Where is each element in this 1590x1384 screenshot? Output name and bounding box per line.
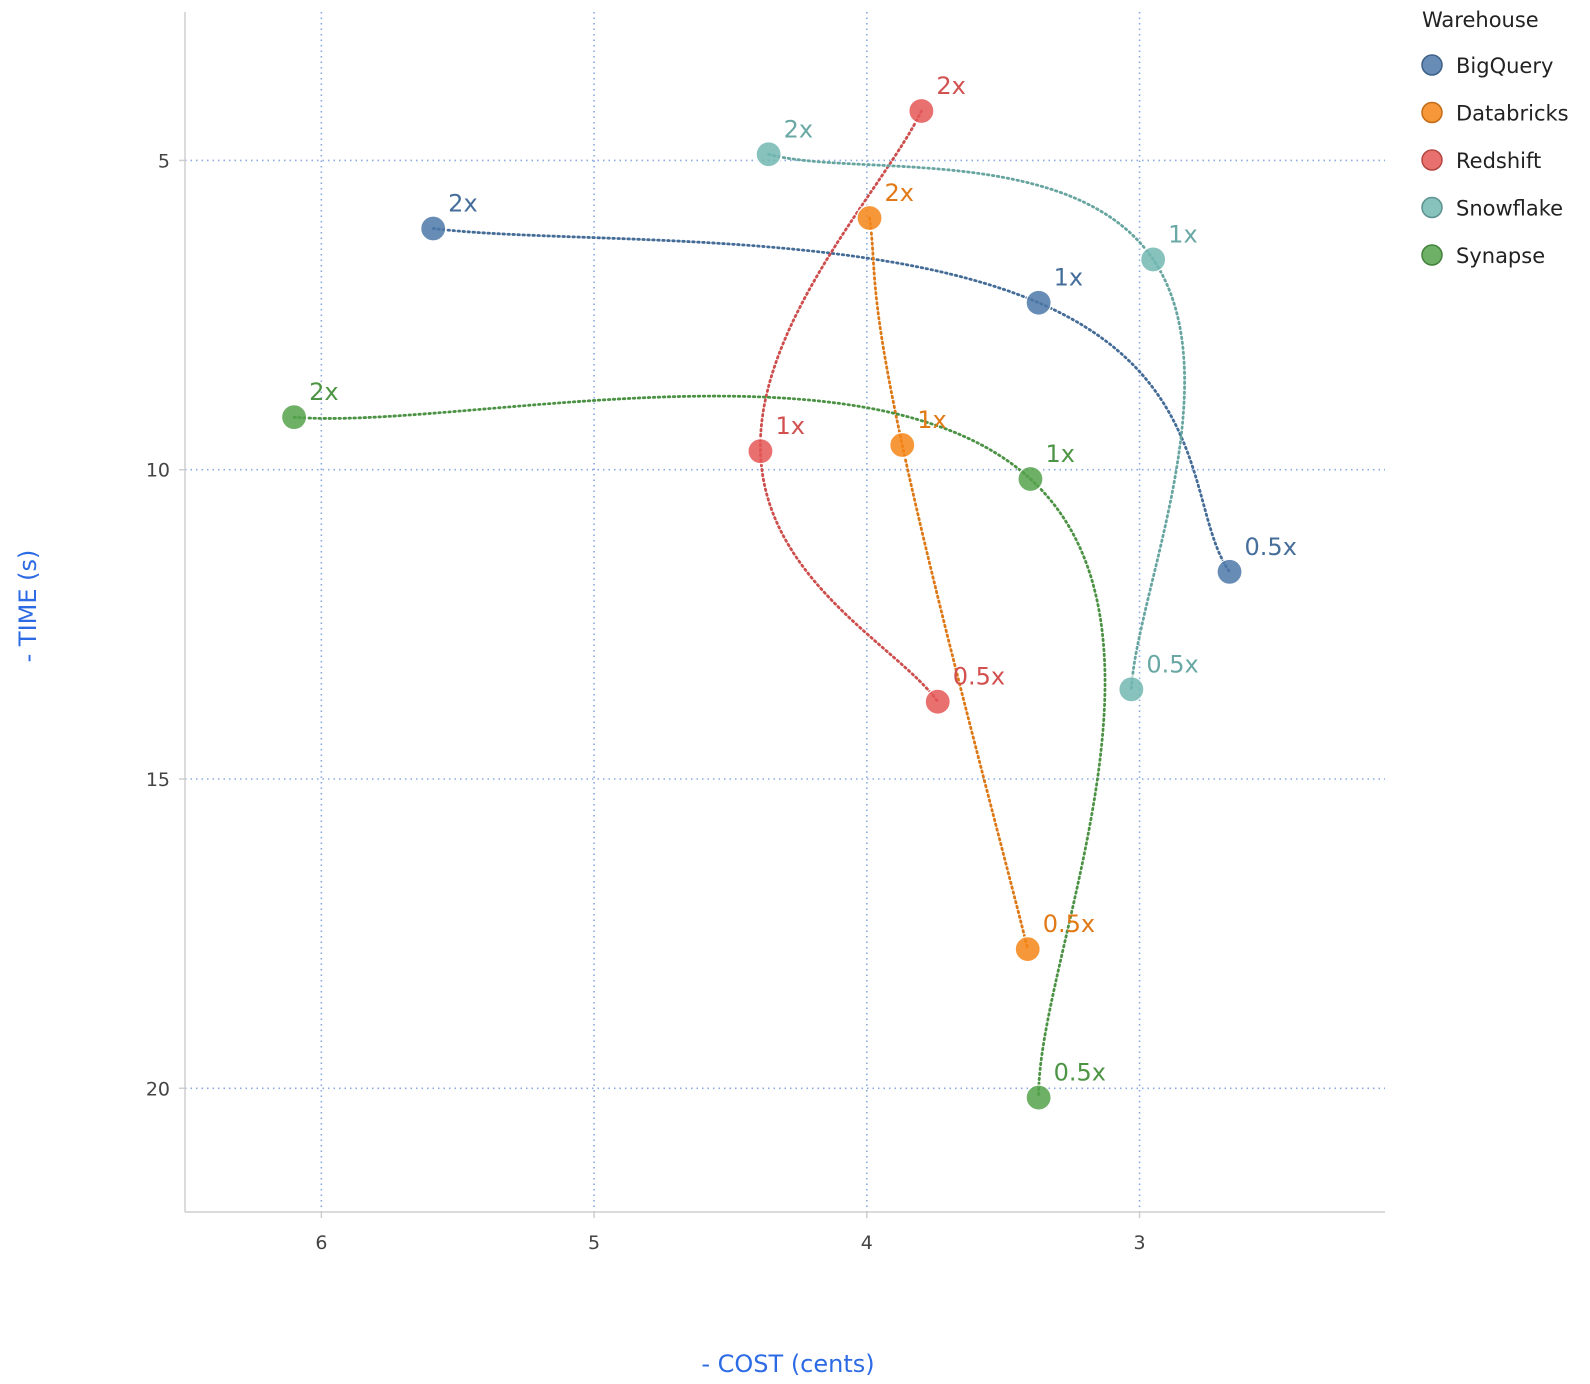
point-label-bigquery: 1x	[1054, 264, 1083, 292]
data-point-bigquery[interactable]	[1216, 558, 1243, 585]
grid-layer	[185, 12, 1385, 1212]
series-lines-layer	[292, 109, 1231, 1099]
data-point-redshift[interactable]	[924, 688, 951, 715]
data-point-databricks[interactable]	[1014, 936, 1041, 963]
data-point-redshift[interactable]	[908, 97, 935, 125]
data-point-snowflake[interactable]	[755, 141, 782, 168]
point-label-databricks: 0.5x	[1043, 910, 1095, 938]
data-point-synapse[interactable]	[280, 404, 308, 431]
legend-label-bigquery[interactable]: BigQuery	[1456, 54, 1553, 78]
legend-marker-databricks[interactable]	[1421, 101, 1443, 124]
point-label-snowflake: 2x	[784, 115, 813, 143]
legend-label-databricks[interactable]: Databricks	[1456, 102, 1569, 126]
point-label-redshift: 2x	[936, 72, 965, 100]
series-line-snowflake	[767, 152, 1186, 691]
legend-marker-bigquery[interactable]	[1421, 54, 1443, 76]
legend-label-synapse[interactable]: Synapse	[1456, 244, 1545, 268]
x-tick-label: 6	[315, 1232, 327, 1254]
x-axis-title: - COST (cents)	[701, 1350, 874, 1378]
point-label-snowflake: 0.5x	[1146, 650, 1198, 678]
y-tick-label: 15	[146, 769, 170, 791]
point-label-snowflake: 1x	[1168, 220, 1197, 248]
legend-marker-snowflake[interactable]	[1421, 196, 1443, 219]
series-line-synapse	[292, 394, 1107, 1099]
x-tick-label: 3	[1133, 1232, 1145, 1254]
data-point-snowflake[interactable]	[1140, 246, 1167, 273]
point-label-synapse: 0.5x	[1054, 1059, 1106, 1087]
legend-marker-redshift[interactable]	[1421, 149, 1443, 171]
data-point-redshift[interactable]	[747, 438, 774, 465]
point-label-bigquery: 2x	[448, 189, 477, 217]
data-point-synapse[interactable]	[1017, 465, 1044, 493]
point-label-synapse: 2x	[309, 378, 338, 406]
data-point-synapse[interactable]	[1025, 1084, 1052, 1111]
x-tick-label: 5	[588, 1232, 600, 1254]
y-tick-label: 20	[146, 1078, 170, 1100]
legend-label-snowflake[interactable]: Snowflake	[1456, 197, 1563, 221]
point-label-bigquery: 0.5x	[1245, 533, 1297, 561]
x-tick-label: 4	[861, 1232, 873, 1254]
legend-label-redshift[interactable]: Redshift	[1456, 149, 1541, 173]
legend-items: BigQuery Databricks Redshift Snowflake Synap…	[1421, 54, 1569, 268]
point-label-redshift: 0.5x	[953, 663, 1005, 691]
legend-title: Warehouse	[1422, 8, 1539, 32]
y-tick-label: 10	[146, 460, 170, 482]
points-layer	[280, 97, 1243, 1111]
data-point-bigquery[interactable]	[420, 215, 447, 242]
data-point-databricks[interactable]	[889, 431, 916, 459]
point-label-redshift: 1x	[775, 412, 804, 440]
axis-layer: 6 5 4 3 5 10 15 20	[146, 12, 1385, 1254]
y-axis-title: - TIME (s)	[14, 550, 42, 663]
y-tick-label: 5	[158, 150, 170, 172]
series-line-bigquery	[431, 227, 1231, 574]
point-label-databricks: 1x	[917, 406, 946, 434]
data-point-bigquery[interactable]	[1025, 289, 1052, 316]
point-labels-layer: 2x 1x 0.5x 2x 1x 0.5x 2x 1x 0.5x 2x 1x 0.5x 2x 1x 0.5x	[309, 72, 1297, 1087]
legend-marker-synapse[interactable]	[1421, 244, 1443, 266]
series-line-databricks	[868, 216, 1030, 951]
point-label-databricks: 2x	[885, 179, 914, 207]
data-point-snowflake[interactable]	[1118, 676, 1145, 703]
point-label-synapse: 1x	[1045, 440, 1074, 468]
data-point-databricks[interactable]	[856, 204, 883, 232]
legend: Warehouse BigQuery Databricks Redshift Snow…	[1421, 8, 1569, 268]
